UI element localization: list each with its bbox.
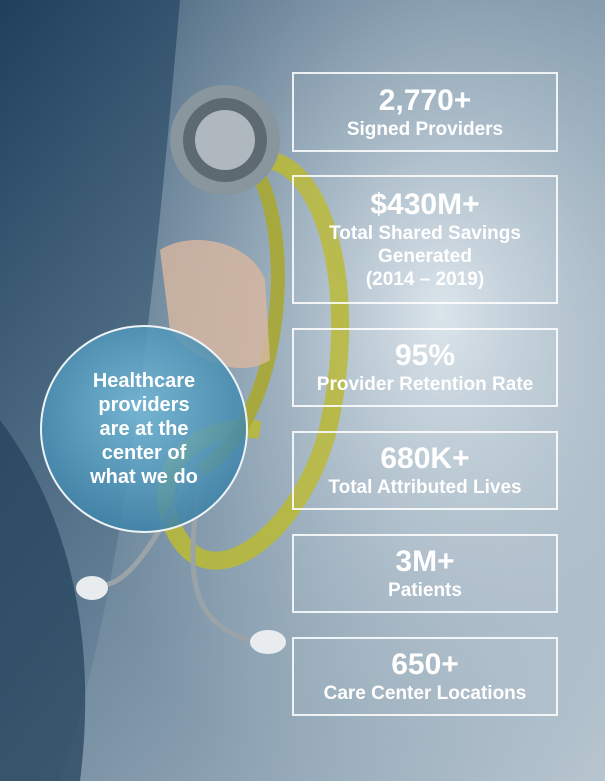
stat-label: Signed Providers: [346, 118, 504, 140]
stat-value: 650+: [391, 648, 459, 681]
stat-label: Total Attributed Lives: [328, 477, 522, 498]
stat-label: Total Shared Savings: [329, 223, 521, 244]
stat-label: Patients: [388, 580, 462, 601]
stat-value: $430M+: [370, 188, 480, 221]
stat-label: (2014 – 2019): [365, 269, 485, 290]
stat-label: Care Center Locations: [323, 683, 527, 704]
stat-value: 95%: [394, 339, 456, 372]
stat-box: 95% Provider Retention Rate: [292, 328, 558, 407]
circle-text: what we do: [90, 466, 198, 488]
stat-label: Generated: [378, 246, 472, 267]
stat-box: 2,770+ Signed Providers: [292, 72, 558, 152]
stat-box: 680K+ Total Attributed Lives: [292, 431, 558, 510]
stat-box: 3M+ Patients: [292, 534, 558, 613]
circle-text: providers: [98, 394, 190, 416]
stat-box: 650+ Care Center Locations: [292, 637, 558, 716]
circle-text: Healthcare: [92, 370, 196, 392]
stat-label: Provider Retention Rate: [316, 374, 534, 395]
stat-box: $430M+ Total Shared Savings Generated (2014…: [292, 175, 558, 304]
stat-value: 3M+: [395, 545, 455, 578]
circle-text: center of: [101, 442, 187, 464]
circle-callout: Healthcare providers are at the center of wh…: [40, 325, 248, 533]
circle-text: are at the: [99, 418, 189, 440]
stat-value: 680K+: [380, 442, 470, 475]
stat-value: 2,770+: [378, 83, 472, 117]
